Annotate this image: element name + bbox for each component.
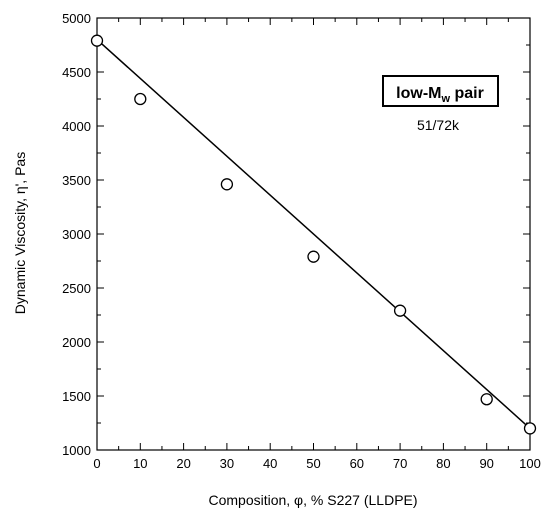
x-tick-label: 0 — [93, 456, 100, 471]
x-tick-label: 30 — [220, 456, 234, 471]
y-tick-label: 5000 — [62, 11, 91, 26]
fit-line — [96, 39, 531, 429]
y-tick-label: 4500 — [62, 65, 91, 80]
x-tick-label: 50 — [306, 456, 320, 471]
x-tick-label: 40 — [263, 456, 277, 471]
x-tick-label: 20 — [176, 456, 190, 471]
y-tick-label: 3500 — [62, 173, 91, 188]
tick-labels: 0 10 20 30 40 50 60 70 80 90 100 1000 1500 2000 2500 30… — [62, 11, 541, 471]
data-point — [480, 393, 493, 406]
data-point — [393, 304, 407, 317]
x-tick-label: 90 — [479, 456, 493, 471]
x-tick-label: 80 — [436, 456, 450, 471]
data-point — [134, 92, 147, 106]
y-tick-label: 2500 — [62, 281, 91, 296]
legend-box-label: low-Mw pair — [396, 85, 484, 105]
y-tick-label: 3000 — [62, 227, 91, 242]
data-point — [307, 250, 320, 263]
legend-box: low-Mw pair — [382, 75, 499, 107]
y-tick-label: 2000 — [62, 335, 91, 350]
legend-caption: 51/72k — [417, 117, 460, 133]
data-point — [523, 422, 537, 435]
x-tick-label: 10 — [133, 456, 147, 471]
x-tick-label: 100 — [519, 456, 541, 471]
x-tick-label: 70 — [393, 456, 407, 471]
y-tick-label: 4000 — [62, 119, 91, 134]
ticks — [96, 17, 531, 451]
data-point — [220, 178, 234, 191]
y-axis-label: Dynamic Viscosity, η', Pas — [12, 152, 28, 314]
y-tick-label: 1000 — [62, 443, 91, 458]
x-axis-label: Composition, φ, % S227 (LLDPE) — [208, 492, 417, 508]
data-point — [90, 34, 104, 47]
data-points — [90, 34, 537, 435]
y-tick-label: 1500 — [62, 389, 91, 404]
x-tick-label: 60 — [350, 456, 364, 471]
